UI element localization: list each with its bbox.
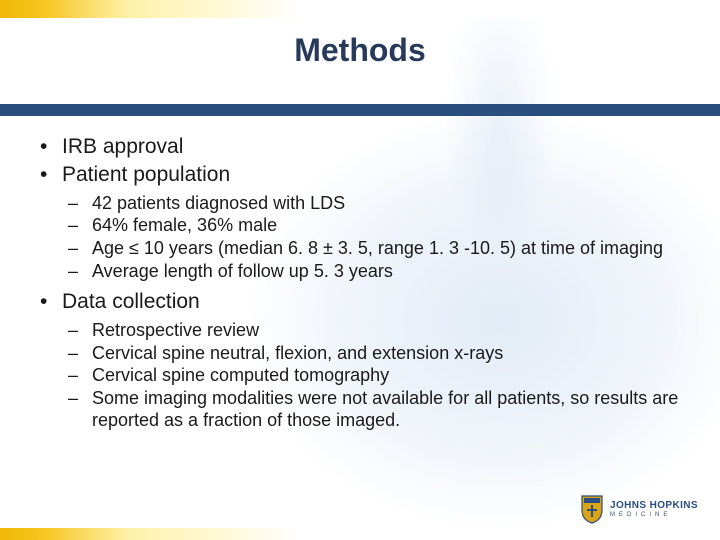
top-gold-band [0,0,720,18]
slide-title: Methods [0,32,720,69]
sub-bullet-item: Age ≤ 10 years (median 6. 8 ± 3. 5, rang… [62,238,680,260]
sub-bullet-text: Retrospective review [92,320,259,340]
logo-sub-text: MEDICINE [610,512,698,518]
sub-bullet-item: Some imaging modalities were not availab… [62,388,680,432]
sub-bullet-text: 64% female, 36% male [92,215,277,235]
bullet-list-level2: Retrospective review Cervical spine neut… [62,320,680,433]
sub-bullet-text: 42 patients diagnosed with LDS [92,193,345,213]
bullet-list-level2: 42 patients diagnosed with LDS 64% femal… [62,193,680,284]
bullet-item: Data collection Retrospective review Cer… [36,289,680,432]
bottom-gold-band [0,528,720,540]
bullet-text: IRB approval [62,135,183,158]
sub-bullet-text: Cervical spine computed tomography [92,365,389,385]
johns-hopkins-logo: JOHNS HOPKINS MEDICINE [580,494,698,524]
title-divider [0,104,720,116]
sub-bullet-item: Cervical spine neutral, flexion, and ext… [62,343,680,365]
slide: Methods IRB approval Patient population … [0,0,720,540]
bullet-item: IRB approval [36,134,680,160]
sub-bullet-item: Retrospective review [62,320,680,342]
sub-bullet-text: Average length of follow up 5. 3 years [92,261,393,281]
sub-bullet-text: Cervical spine neutral, flexion, and ext… [92,343,503,363]
shield-icon [580,494,604,524]
content-area: IRB approval Patient population 42 patie… [36,134,680,438]
logo-text: JOHNS HOPKINS MEDICINE [610,501,698,518]
bullet-text: Data collection [62,290,200,313]
bullet-list-level1: IRB approval Patient population 42 patie… [36,134,680,432]
sub-bullet-text: Some imaging modalities were not availab… [92,388,678,430]
bullet-text: Patient population [62,163,230,186]
sub-bullet-item: 64% female, 36% male [62,215,680,237]
sub-bullet-text: Age ≤ 10 years (median 6. 8 ± 3. 5, rang… [92,238,663,258]
sub-bullet-item: 42 patients diagnosed with LDS [62,193,680,215]
logo-main-text: JOHNS HOPKINS [610,501,698,511]
sub-bullet-item: Average length of follow up 5. 3 years [62,261,680,283]
bullet-item: Patient population 42 patients diagnosed… [36,162,680,283]
sub-bullet-item: Cervical spine computed tomography [62,365,680,387]
